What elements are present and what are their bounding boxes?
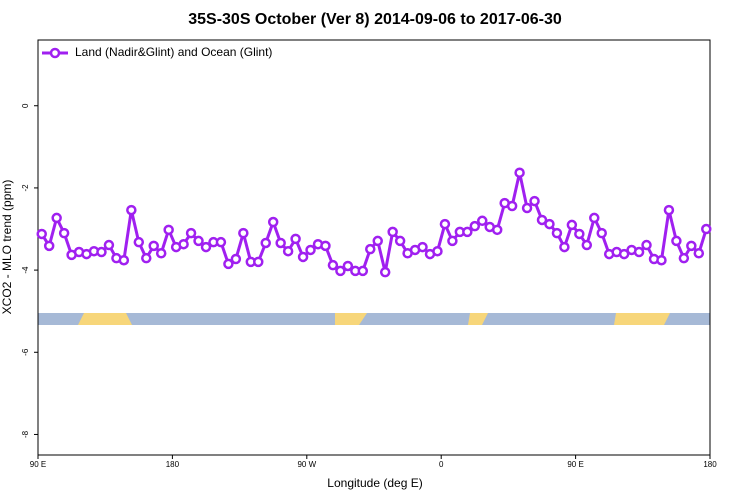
data-point xyxy=(320,240,331,252)
data-point xyxy=(267,216,279,228)
data-point xyxy=(701,223,712,235)
data-point xyxy=(103,239,115,251)
data-point xyxy=(462,226,473,238)
data-point xyxy=(641,239,652,251)
data-point xyxy=(193,235,204,247)
data-point xyxy=(529,195,540,207)
data-point xyxy=(357,265,369,277)
data-point xyxy=(335,265,346,277)
data-point xyxy=(155,248,167,259)
data-point xyxy=(223,258,234,270)
data-point xyxy=(566,219,578,231)
data-point xyxy=(506,200,518,212)
land-patch xyxy=(614,313,670,325)
plot-frame xyxy=(37,39,711,456)
data-point xyxy=(43,240,55,252)
data-point xyxy=(521,202,533,214)
data-point xyxy=(618,248,630,260)
x-tick-label: 180 xyxy=(703,460,717,469)
data-point xyxy=(678,252,690,264)
land-mask xyxy=(38,313,710,325)
data-point xyxy=(447,235,458,247)
data-point xyxy=(200,241,212,253)
legend: Land (Nadir&Glint) and Ocean (Glint) xyxy=(42,45,272,59)
y-tick-label: 0 xyxy=(21,103,30,108)
data-point xyxy=(379,266,391,278)
data-point xyxy=(185,227,197,239)
ocean-strip xyxy=(38,313,710,325)
data-point xyxy=(589,212,600,224)
data-point xyxy=(96,246,107,258)
data-point xyxy=(491,224,503,236)
data-point xyxy=(126,204,137,216)
x-tick-label: 90 E xyxy=(30,460,46,469)
data-point xyxy=(215,236,227,248)
data-point xyxy=(282,245,294,257)
data-point xyxy=(372,235,383,247)
data-point xyxy=(163,224,174,236)
legend-marker xyxy=(49,47,61,59)
data-point xyxy=(536,214,548,226)
data-point xyxy=(290,233,301,245)
data-point xyxy=(260,237,271,249)
x-tick-label: 0 xyxy=(439,460,444,469)
data-point xyxy=(671,235,682,247)
y-tick-label: -6 xyxy=(21,348,30,356)
data-point xyxy=(342,260,354,272)
data-point xyxy=(141,252,152,264)
data-point xyxy=(514,167,525,178)
data-point xyxy=(133,236,145,248)
y-tick-label: -4 xyxy=(21,266,30,274)
data-point xyxy=(581,239,593,251)
x-tick-label: 180 xyxy=(166,460,180,469)
y-axis-label: XCO2 - MLO trend (ppm) xyxy=(0,180,14,315)
data-point xyxy=(305,244,316,256)
data-point xyxy=(253,256,264,268)
data-point xyxy=(656,254,667,266)
data-point xyxy=(439,218,451,230)
x-tick-label: 90 W xyxy=(297,460,316,469)
legend-label: Land (Nadir&Glint) and Ocean (Glint) xyxy=(75,45,272,59)
chart-title: 35S-30S October (Ver 8) 2014-09-06 to 20… xyxy=(188,11,562,28)
x-tick-label: 90 E xyxy=(567,460,583,469)
land-patch xyxy=(468,313,488,325)
data-point xyxy=(118,254,130,266)
data-point xyxy=(275,237,286,249)
data-point xyxy=(663,204,675,216)
data-point xyxy=(544,218,555,230)
data-point xyxy=(693,248,705,259)
data-point xyxy=(238,227,249,239)
data-point xyxy=(432,245,443,257)
data-point xyxy=(51,212,62,224)
data-point xyxy=(327,259,339,271)
data-point xyxy=(559,241,570,253)
data-point xyxy=(574,228,585,240)
data-point xyxy=(387,226,398,238)
data-point xyxy=(551,227,563,239)
data-point xyxy=(633,246,645,258)
data-point xyxy=(477,215,488,227)
land-patch xyxy=(78,313,132,325)
data-point xyxy=(365,243,376,255)
data-point xyxy=(686,240,697,252)
data-point xyxy=(297,251,309,263)
data-point xyxy=(394,235,406,247)
land-patch xyxy=(335,313,367,325)
data-point xyxy=(230,253,242,265)
data-point xyxy=(417,241,428,253)
data-point xyxy=(178,238,189,250)
data-point xyxy=(36,228,47,240)
data-point xyxy=(148,240,159,252)
data-point xyxy=(58,227,70,239)
data-point xyxy=(596,227,607,239)
data-point xyxy=(469,220,481,232)
y-tick-label: -8 xyxy=(21,430,30,438)
y-tick-label: -2 xyxy=(21,184,30,192)
x-axis-label: Longitude (deg E) xyxy=(327,476,422,490)
